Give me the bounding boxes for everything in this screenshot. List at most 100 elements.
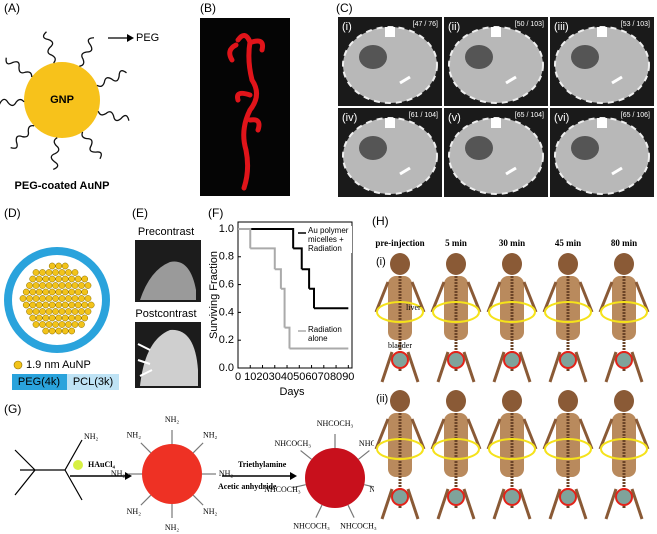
gold-particle: [305, 448, 365, 508]
legend-entry: Au polymer micelles + Radiation: [308, 226, 352, 253]
image-label: Precontrast: [138, 226, 194, 238]
nanoparticle: [81, 275, 89, 283]
nanoparticle: [39, 308, 46, 315]
arrow: [399, 75, 411, 85]
nanoparticle: [29, 301, 37, 309]
nanoparticle: [74, 288, 82, 296]
nanoparticle: [45, 295, 53, 302]
group-label: NH₂: [203, 431, 218, 440]
time-label: 45 min: [555, 238, 581, 248]
branch: [140, 494, 152, 506]
nanoparticle: [61, 275, 69, 283]
nanoparticle: [55, 314, 63, 322]
arrow-head: [290, 472, 297, 480]
nanoparticle: [35, 288, 43, 296]
panel-label: (F): [208, 206, 223, 220]
limbs: [598, 281, 650, 383]
survival-step: [293, 247, 303, 270]
ct-organ: [571, 136, 599, 160]
slice-label: [53 / 103]: [621, 21, 650, 28]
branch: [140, 442, 152, 454]
subpanel-label: (ii): [448, 21, 460, 33]
arrow: [611, 75, 623, 85]
x-tick-label: 0: [235, 371, 241, 383]
organ-label: liver: [406, 303, 421, 312]
nanoparticle: [71, 269, 79, 276]
nanoparticle: [61, 327, 69, 335]
nanoparticle: [52, 295, 59, 302]
branch: [192, 442, 204, 454]
nanoparticle: [32, 321, 40, 328]
organ-label: bladder: [388, 341, 412, 350]
nanoparticle: [39, 295, 46, 302]
x-tick-label: 60: [305, 371, 317, 383]
ct-organ: [571, 45, 599, 69]
nanoparticle: [52, 308, 59, 315]
nanoparticle: [81, 314, 89, 322]
panel-label: (C): [336, 1, 353, 15]
group-label: NH₂: [111, 469, 126, 478]
nanoparticle: [29, 288, 37, 296]
subpanel-label: (v): [448, 112, 461, 124]
nanoparticle: [32, 308, 40, 315]
branch: [347, 504, 355, 518]
ct-spine: [491, 27, 501, 37]
slice-label: [50 / 103]: [515, 21, 544, 28]
subpanel-label: (vi): [554, 112, 569, 124]
nanoparticle: [45, 308, 53, 315]
nanoparticle: [55, 275, 63, 283]
nanoparticle: [42, 314, 50, 322]
bladder-region: [391, 488, 409, 506]
nanoparticle: [81, 301, 89, 309]
nanoparticle: [78, 282, 85, 289]
nanoparticle: [39, 282, 46, 289]
nanoparticle: [48, 288, 56, 296]
fluorescence-image: [200, 18, 290, 196]
nanoparticle: [68, 288, 76, 296]
liver-region: [544, 301, 592, 323]
nanoparticle: [55, 288, 63, 296]
panel-h: pre-injection 5 min 30 min 45 min 80 min (i) (…: [374, 238, 652, 522]
nanoparticle: [52, 282, 59, 289]
ct-spine: [385, 27, 395, 37]
nanoparticle: [58, 295, 66, 302]
nanoparticle: [35, 301, 43, 309]
skull: [614, 253, 634, 275]
nanoparticle: [61, 301, 69, 309]
subpanel-label: (iii): [554, 21, 569, 33]
survival-step: [238, 227, 295, 249]
peg-label: PEG: [136, 32, 159, 44]
y-axis-label: Surviving Fraction: [208, 251, 220, 339]
limbs: [430, 418, 482, 520]
group-label: NHCOCH₃: [317, 419, 354, 428]
nanoparticle: [81, 288, 89, 296]
peg-chain: [5, 57, 33, 78]
skull: [446, 390, 466, 412]
core-label: PCL(3k): [73, 376, 113, 388]
tissue: [140, 261, 196, 300]
nanoparticle: [48, 262, 56, 270]
nanoparticle: [42, 327, 50, 335]
liver-region: [488, 438, 536, 460]
slice-label: [65 / 106]: [621, 112, 650, 119]
nanoparticle: [61, 288, 69, 296]
arrow-head: [125, 472, 132, 480]
nanoparticle: [65, 321, 72, 328]
nanoparticle: [39, 321, 46, 328]
peg-chain: [42, 31, 56, 64]
arrow: [505, 166, 517, 176]
nanoparticle: [74, 301, 82, 309]
limbs: [542, 418, 594, 520]
legend-label: 1.9 nm AuNP: [26, 359, 91, 371]
skull: [502, 390, 522, 412]
subpanel-label: (i): [342, 21, 352, 33]
nanoparticle: [35, 275, 43, 283]
nanoparticle: [71, 308, 79, 315]
core-bar: [67, 374, 119, 390]
branch: [192, 494, 204, 506]
panel-label: (D): [4, 206, 21, 220]
ct-spine: [597, 118, 607, 128]
row-label: (i): [376, 256, 386, 268]
nanoparticle: [58, 282, 66, 289]
nanoparticle: [65, 308, 72, 315]
